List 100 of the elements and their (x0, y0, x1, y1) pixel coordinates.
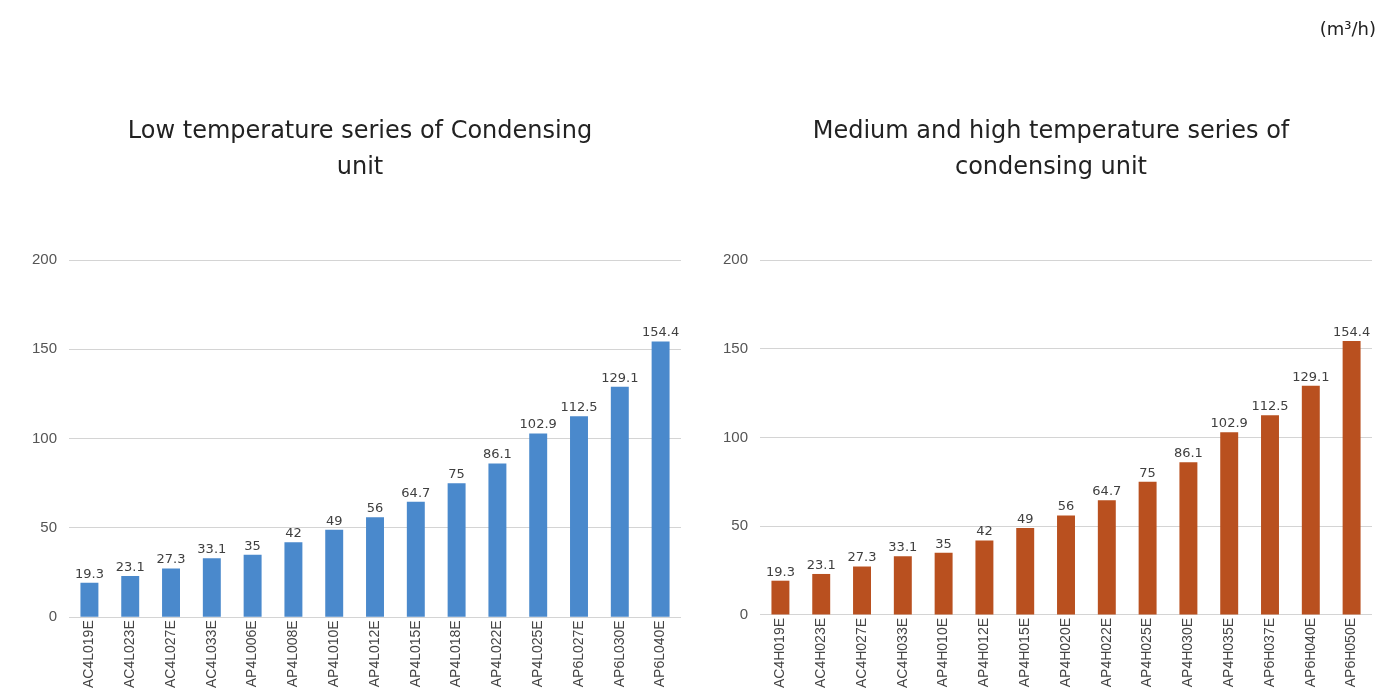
data-label: 129.1 (1292, 368, 1330, 384)
data-label: 27.3 (156, 551, 186, 567)
x-tick-label: AP4L025E (529, 620, 546, 688)
data-label: 35 (935, 535, 952, 551)
data-label: 129.1 (601, 369, 639, 385)
x-tick-label: AP6H037E (1260, 617, 1277, 688)
data-label: 64.7 (1092, 483, 1122, 498)
bar (447, 483, 466, 617)
bar (934, 552, 953, 615)
bar (366, 517, 384, 617)
x-tick-label: AP4L012E (365, 620, 382, 688)
bar (1261, 415, 1279, 615)
chart-title: Low temperature series of Condensing unit (126, 115, 594, 182)
y-tick-label: 100 (32, 428, 58, 446)
bar (488, 463, 507, 617)
data-label: 23.1 (806, 556, 836, 572)
x-tick-label: AC4L027E (161, 620, 178, 688)
data-label: 112.5 (1251, 398, 1289, 414)
x-tick-label: AP4L006E (243, 620, 260, 688)
data-label: 154.4 (641, 324, 680, 340)
x-tick-label: AP4L015E (406, 620, 423, 688)
bar (1179, 462, 1198, 615)
y-tick-label: 0 (48, 607, 58, 625)
bar (202, 558, 221, 617)
bar (284, 542, 303, 617)
chart-title: Medium and high temperature series of condensing unit (811, 115, 1291, 182)
data-label: 75 (448, 466, 465, 482)
data-label: 86.1 (482, 446, 512, 462)
y-tick-label: 50 (731, 516, 749, 534)
x-tick-label: AC4L023E (121, 620, 138, 688)
x-tick-label: AP4H010E (934, 617, 951, 688)
bar (1138, 481, 1157, 615)
data-label: 19.3 (74, 565, 104, 581)
x-tick-label: AC4H027E (852, 617, 869, 689)
bar (1097, 500, 1116, 615)
bar (121, 576, 140, 617)
bar (1301, 385, 1320, 615)
data-label: 102.9 (1210, 415, 1248, 431)
x-tick-label: AP4H030E (1179, 617, 1196, 688)
bar (1016, 527, 1035, 615)
data-label: 112.5 (560, 399, 598, 415)
data-label: 33.1 (888, 539, 918, 555)
data-label: 49 (1016, 510, 1034, 526)
bar (325, 529, 344, 617)
bar (162, 568, 180, 617)
data-label: 27.3 (847, 549, 877, 565)
y-tick-label: 200 (32, 250, 58, 268)
data-label: 33.1 (197, 541, 227, 557)
data-label: 154.4 (1332, 323, 1371, 339)
x-tick-label: AC4H019E (771, 617, 788, 689)
bar (243, 554, 262, 617)
x-tick-label: AP4H035E (1220, 617, 1237, 688)
x-tick-label: AC4H023E (812, 617, 829, 689)
data-label: 23.1 (115, 558, 145, 574)
y-tick-label: 150 (32, 339, 58, 357)
bar (529, 433, 548, 617)
bar (812, 573, 831, 615)
bar (853, 566, 871, 615)
x-tick-label: AP6H050E (1342, 617, 1359, 688)
x-tick-label: AP6L030E (610, 620, 627, 688)
x-tick-label: AP4L010E (325, 620, 342, 688)
x-tick-label: AP4L018E (447, 620, 464, 688)
x-tick-label: AC4H033E (893, 617, 910, 689)
data-label: 102.9 (519, 416, 557, 432)
x-tick-label: AP4H012E (975, 617, 992, 688)
data-label: 42 (285, 525, 302, 541)
data-label: 19.3 (765, 563, 795, 579)
data-label: 56 (1057, 498, 1075, 514)
bar (406, 501, 425, 617)
data-label: 86.1 (1173, 445, 1203, 461)
x-tick-label: AP4H025E (1138, 617, 1155, 688)
x-tick-label: AP4L008E (284, 620, 301, 688)
y-tick-label: 200 (723, 250, 749, 268)
text: (m³/h) (1319, 18, 1376, 39)
bar (975, 540, 994, 615)
x-tick-label: AP4H022E (1097, 617, 1114, 688)
data-label: 56 (366, 500, 384, 516)
y-tick-label: 100 (723, 427, 749, 445)
x-tick-label: AP4L022E (488, 620, 505, 688)
bar (1342, 340, 1361, 615)
bar (570, 416, 588, 617)
x-tick-label: AC4L033E (202, 620, 219, 688)
bar (1220, 432, 1239, 615)
x-tick-label: AP4H020E (1056, 617, 1073, 688)
bar (771, 580, 790, 615)
data-label: 75 (1139, 464, 1156, 480)
data-label: 64.7 (401, 484, 431, 500)
bar (610, 386, 629, 617)
bar (80, 582, 99, 617)
bar (651, 341, 670, 617)
x-tick-label: AP6H040E (1301, 617, 1318, 688)
data-label: 49 (325, 512, 343, 528)
x-tick-label: AP6L040E (651, 620, 668, 688)
y-tick-label: 150 (723, 338, 749, 356)
x-tick-label: AC4L019E (80, 620, 97, 688)
x-tick-label: AP6L027E (569, 620, 586, 688)
bar (1057, 515, 1075, 615)
data-label: 35 (244, 537, 261, 553)
y-tick-label: 50 (40, 518, 58, 536)
bar (893, 556, 912, 615)
